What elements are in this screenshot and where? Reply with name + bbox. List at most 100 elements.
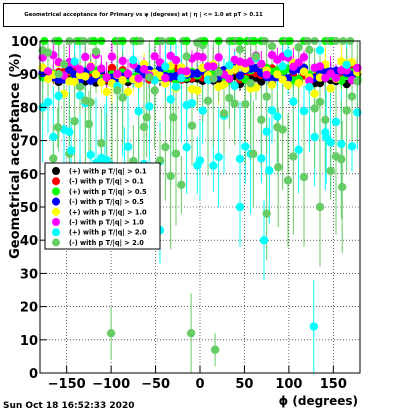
- data-point: [203, 96, 213, 106]
- data-point: [321, 115, 330, 125]
- data-point: [267, 106, 277, 115]
- data-point: [91, 47, 101, 56]
- data-point: [353, 108, 362, 117]
- data-point: [150, 52, 159, 61]
- data-point: [86, 150, 95, 160]
- data-point: [54, 69, 63, 79]
- data-point: [49, 132, 58, 142]
- x-axis-ticks: −150 −100 −50 0 50 100 150: [48, 366, 347, 392]
- data-point: [225, 74, 234, 83]
- x-tick-label: −50: [141, 377, 170, 392]
- data-point: [209, 161, 218, 170]
- data-point: [161, 62, 170, 71]
- data-point: [278, 62, 287, 71]
- data-point: [309, 322, 318, 331]
- data-point: [198, 106, 207, 115]
- y-axis-ticks: 0 10 20 30 40 50 60 70 80 90 100: [11, 35, 47, 382]
- data-point: [299, 172, 309, 182]
- data-point: [278, 75, 287, 84]
- data-point: [53, 123, 62, 132]
- data-point: [106, 328, 116, 338]
- data-point: [107, 52, 117, 61]
- data-point: [267, 80, 277, 90]
- data-point: [283, 49, 293, 58]
- data-point: [257, 115, 266, 124]
- data-point: [294, 58, 303, 67]
- data-point: [86, 98, 95, 107]
- data-point: [97, 78, 106, 87]
- data-point: [171, 55, 181, 65]
- data-point: [161, 142, 170, 152]
- y-tick-label: 10: [20, 334, 38, 349]
- data-point: [294, 145, 303, 155]
- y-tick-label: 0: [29, 367, 38, 382]
- chart-title: Geometrical acceptance for Primary vs φ …: [24, 12, 263, 18]
- data-point: [305, 76, 314, 85]
- data-point: [274, 162, 283, 172]
- data-point: [241, 99, 250, 109]
- data-point: [182, 143, 191, 152]
- data-point: [198, 53, 207, 62]
- data-point: [305, 82, 314, 92]
- data-point: [169, 113, 178, 122]
- data-point: [75, 91, 85, 100]
- data-point: [246, 79, 255, 88]
- x-tick-label: 0: [195, 377, 204, 392]
- data-point: [209, 62, 218, 71]
- data-point: [65, 127, 74, 137]
- legend-marker: [52, 177, 60, 186]
- data-point: [145, 102, 154, 111]
- data-point: [91, 70, 101, 79]
- data-point: [43, 48, 53, 57]
- legend-label: (-) with p T/|q| > 2.0: [69, 239, 144, 248]
- data-point: [102, 73, 111, 82]
- data-point: [113, 69, 122, 79]
- legend-label: (+) with p T/|q| > 1.0: [69, 208, 147, 217]
- data-point: [81, 52, 90, 62]
- data-point: [139, 122, 149, 132]
- data-point: [278, 125, 287, 134]
- data-point: [342, 60, 351, 69]
- legend-marker: [52, 197, 60, 206]
- data-point: [342, 106, 351, 115]
- x-tick-label: 50: [235, 377, 253, 392]
- data-point: [209, 74, 218, 83]
- y-tick-label: 70: [20, 135, 38, 150]
- y-tick-label: 40: [20, 234, 38, 249]
- data-point: [289, 97, 298, 106]
- data-point: [118, 93, 127, 102]
- data-point: [187, 121, 197, 130]
- data-point: [262, 127, 271, 136]
- data-point: [118, 76, 127, 85]
- data-point: [118, 56, 127, 66]
- data-point: [235, 202, 245, 212]
- y-tick-label: 50: [20, 201, 38, 216]
- data-point: [195, 156, 205, 165]
- data-point: [182, 52, 191, 61]
- data-point: [353, 63, 362, 73]
- data-point: [107, 63, 117, 73]
- y-axis-label: Geometrical acceptance (%): [8, 53, 23, 259]
- data-point: [70, 77, 79, 87]
- data-point: [294, 43, 303, 52]
- data-point: [257, 154, 266, 163]
- chart-title-box: Geometrical acceptance for Primary vs φ …: [3, 3, 284, 27]
- data-point: [171, 149, 181, 158]
- data-point: [166, 95, 175, 104]
- y-tick-label: 100: [11, 35, 38, 50]
- data-point: [338, 182, 347, 192]
- data-point: [129, 55, 138, 65]
- x-axis-label: ϕ (degrees): [279, 394, 358, 408]
- data-point: [75, 82, 85, 92]
- data-point: [219, 80, 229, 89]
- data-point: [75, 65, 85, 74]
- data-point: [347, 92, 357, 101]
- data-point: [265, 166, 274, 175]
- data-point: [235, 154, 245, 164]
- data-point: [155, 156, 165, 165]
- y-tick-label: 60: [20, 168, 38, 183]
- legend-marker: [52, 218, 60, 226]
- data-point: [326, 166, 335, 176]
- data-point: [249, 149, 258, 159]
